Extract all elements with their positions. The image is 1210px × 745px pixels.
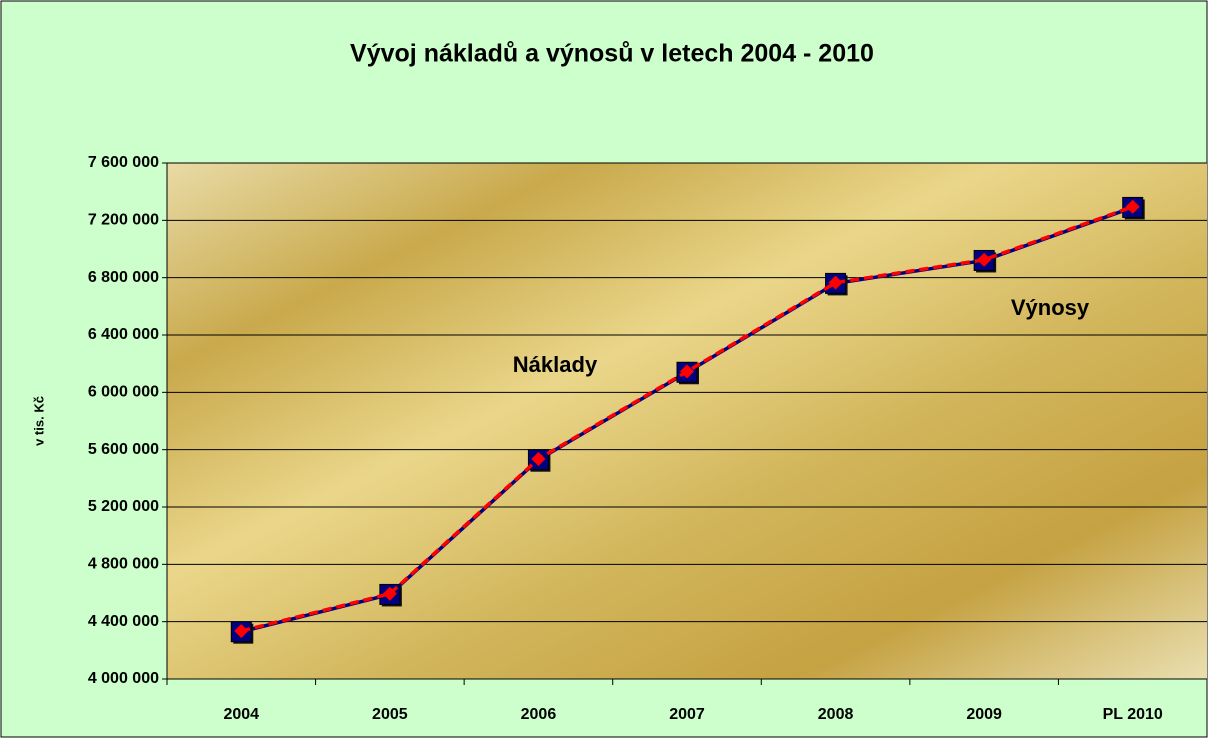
y-axis-label: v tis. Kč xyxy=(31,396,46,446)
y-tick-label: 6 800 000 xyxy=(88,269,159,286)
y-tick-label: 4 400 000 xyxy=(88,613,159,630)
marker xyxy=(977,252,992,267)
plot-area xyxy=(167,163,1207,679)
x-tick-label: 2009 xyxy=(966,706,1002,723)
series-label: Výnosy xyxy=(1011,295,1090,320)
y-tick-label: 6 000 000 xyxy=(88,384,159,401)
y-tick-label: 4 000 000 xyxy=(88,670,159,687)
marker xyxy=(828,275,843,290)
marker xyxy=(234,623,249,638)
y-tick-label: 4 800 000 xyxy=(88,556,159,573)
series-label: Náklady xyxy=(513,352,598,377)
marker xyxy=(1125,199,1140,214)
marker xyxy=(680,364,694,379)
x-tick-label: 2007 xyxy=(669,706,705,723)
y-tick-label: 5 600 000 xyxy=(88,441,159,458)
marker xyxy=(382,586,397,601)
x-tick-label: 2006 xyxy=(521,706,557,723)
y-tick-label: 7 200 000 xyxy=(88,212,159,229)
x-tick-label: 2008 xyxy=(818,706,854,723)
x-tick-label: 2004 xyxy=(223,706,259,723)
marker xyxy=(531,451,546,466)
y-tick-label: 6 400 000 xyxy=(88,326,159,343)
x-tick-label: 2005 xyxy=(372,706,408,723)
chart-title: Vývoj nákladů a výnosů v letech 2004 - 2… xyxy=(350,40,874,68)
x-tick-label: PL 2010 xyxy=(1103,706,1163,723)
y-tick-label: 7 600 000 xyxy=(88,154,159,171)
y-tick-label: 5 200 000 xyxy=(88,498,159,515)
